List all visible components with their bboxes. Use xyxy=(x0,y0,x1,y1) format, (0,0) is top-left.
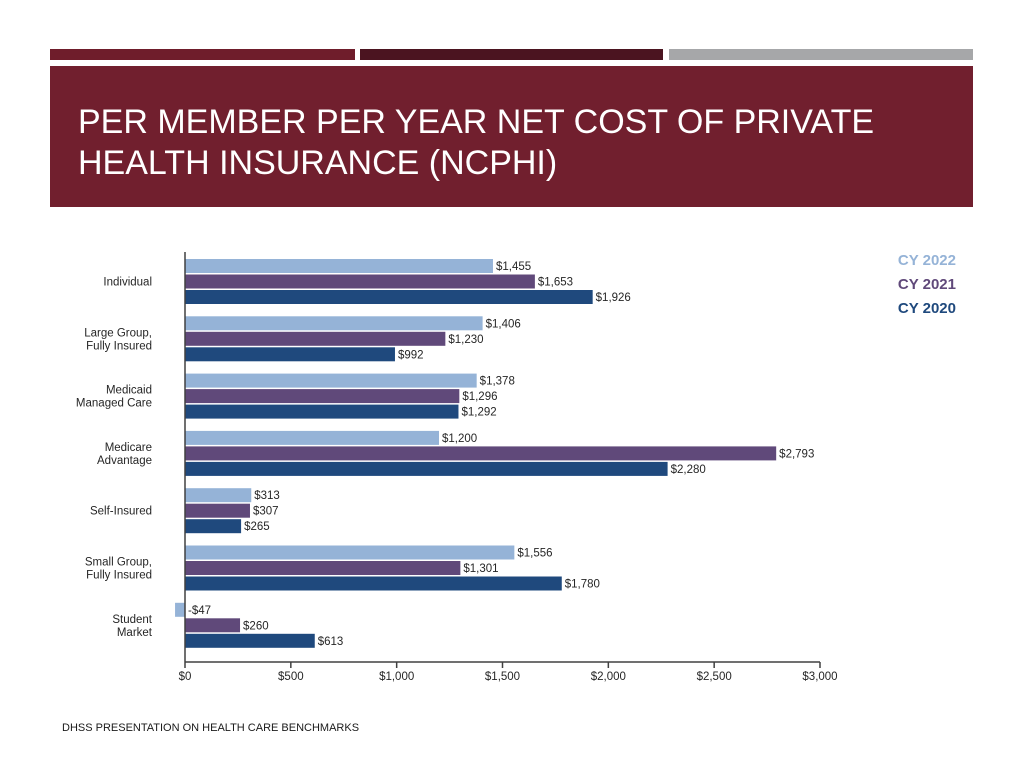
bar-value-label: $260 xyxy=(243,620,269,632)
chart-axes: $0 $500 $1,000 $1,500 $2,000 $2,500 $3,000 xyxy=(179,252,838,683)
bar xyxy=(185,347,395,362)
category-label: Large Group, xyxy=(84,327,152,339)
bar-value-label: $1,926 xyxy=(596,292,631,304)
bar-value-label: $1,406 xyxy=(486,318,521,330)
category-label: Medicaid xyxy=(106,385,152,397)
bar xyxy=(185,545,515,560)
x-tick-label: $2,500 xyxy=(697,671,732,683)
bar-value-label: -$47 xyxy=(188,605,211,617)
bar xyxy=(185,389,460,404)
slide-title: PER MEMBER PER YEAR NET COST OF PRIVATE … xyxy=(78,103,875,182)
bar xyxy=(185,259,493,273)
x-tick-label: $0 xyxy=(179,671,192,683)
top-accent-bar-2 xyxy=(360,49,663,60)
bar-value-label: $1,455 xyxy=(496,261,531,273)
category-label: Individual xyxy=(103,277,152,289)
bar xyxy=(185,290,593,304)
bar-value-label: $1,292 xyxy=(461,407,496,419)
category-label: Fully Insured xyxy=(86,570,152,582)
bar xyxy=(185,519,242,534)
x-tick-label: $1,500 xyxy=(485,671,520,683)
category-label: Medicare xyxy=(105,442,152,454)
category-label: Self-Insured xyxy=(90,506,152,518)
legend-entry: CY 2022 xyxy=(898,252,956,269)
bar xyxy=(175,602,185,617)
bar-value-label: $1,230 xyxy=(448,334,483,346)
bar xyxy=(185,618,241,633)
bar xyxy=(185,488,252,503)
bar-value-label: $1,296 xyxy=(462,391,497,403)
bar-value-label: $992 xyxy=(398,349,424,361)
bar-value-label: $313 xyxy=(254,490,280,502)
bar-value-label: $307 xyxy=(253,506,279,518)
top-accent-bar-1 xyxy=(50,49,355,60)
bar xyxy=(185,331,446,346)
bar-value-label: $1,556 xyxy=(517,548,552,560)
chart-value-labels: $1,455 $1,653 $1,926 $1,406$1,230 $992 $1,378… xyxy=(188,261,814,648)
bar-value-label: $1,653 xyxy=(538,277,573,289)
bar xyxy=(185,316,483,331)
category-label: Managed Care xyxy=(76,398,152,410)
legend-entry: CY 2020 xyxy=(898,300,956,317)
x-tick-label: $1,000 xyxy=(379,671,414,683)
bar xyxy=(185,576,562,591)
slide-footer: DHSS PRESENTATION ON HEALTH CARE BENCHMA… xyxy=(62,722,360,734)
bar xyxy=(185,461,668,476)
x-tick-label: $2,000 xyxy=(591,671,626,683)
bar-value-label: $1,200 xyxy=(442,433,477,445)
category-label: Advantage xyxy=(97,455,152,467)
bar-value-label: $613 xyxy=(318,636,344,648)
category-label: Fully Insured xyxy=(86,340,152,352)
bar-value-label: $1,301 xyxy=(463,563,498,575)
bar xyxy=(185,430,439,445)
category-label: Small Group, xyxy=(85,557,152,569)
legend-entry: CY 2021 xyxy=(898,276,956,293)
bar-value-label: $2,280 xyxy=(671,464,706,476)
bar-value-label: $265 xyxy=(244,521,270,533)
x-tick-label: $3,000 xyxy=(802,671,837,683)
title-banner: PER MEMBER PER YEAR NET COST OF PRIVATE … xyxy=(50,66,973,207)
bar-value-label: $1,378 xyxy=(480,376,515,388)
bar xyxy=(185,503,250,518)
bar xyxy=(185,373,477,388)
bar xyxy=(185,446,777,461)
bar-value-label: $2,793 xyxy=(779,448,814,460)
chart-bars xyxy=(175,259,777,648)
x-tick-label: $500 xyxy=(278,671,304,683)
bar-value-label: $1,780 xyxy=(565,579,600,591)
category-label: Student xyxy=(112,614,152,626)
category-label: Market xyxy=(117,627,153,639)
bar xyxy=(185,404,459,419)
chart-legend: CY 2022 CY 2021 CY 2020 xyxy=(898,252,956,317)
bar xyxy=(185,633,315,648)
top-accent-bar-3 xyxy=(669,49,973,60)
bar xyxy=(185,561,461,575)
bar xyxy=(185,274,535,289)
